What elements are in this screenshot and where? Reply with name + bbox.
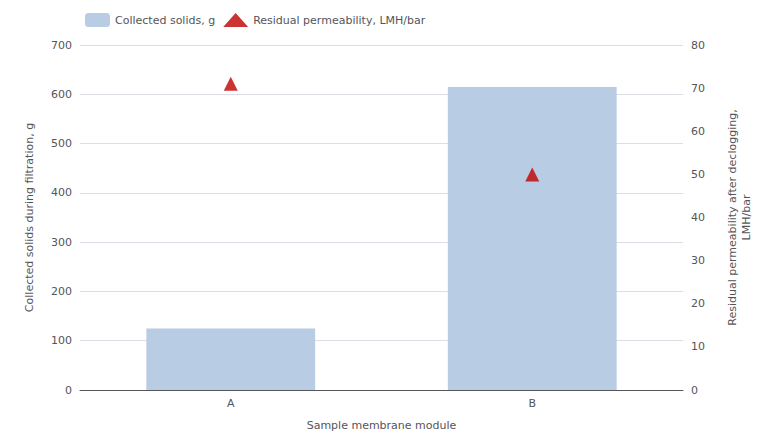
svg-text:Residual permeability after de: Residual permeability after declogging, xyxy=(726,109,739,325)
svg-text:20: 20 xyxy=(691,297,705,310)
svg-text:Collected solids during filtra: Collected solids during filtration, g xyxy=(23,123,36,312)
svg-text:Collected solids, g: Collected solids, g xyxy=(115,14,215,27)
svg-text:60: 60 xyxy=(691,125,705,138)
svg-text:Residual permeability, LMH/bar: Residual permeability, LMH/bar xyxy=(253,14,426,27)
svg-text:0: 0 xyxy=(65,384,72,397)
svg-text:B: B xyxy=(528,397,536,410)
svg-text:40: 40 xyxy=(691,211,705,224)
svg-text:600: 600 xyxy=(51,88,72,101)
svg-text:200: 200 xyxy=(51,285,72,298)
svg-text:70: 70 xyxy=(691,82,705,95)
svg-text:50: 50 xyxy=(691,168,705,181)
svg-text:0: 0 xyxy=(691,384,698,397)
svg-text:700: 700 xyxy=(51,39,72,52)
svg-text:400: 400 xyxy=(51,186,72,199)
svg-text:10: 10 xyxy=(691,340,705,353)
svg-text:80: 80 xyxy=(691,39,705,52)
svg-text:30: 30 xyxy=(691,254,705,267)
svg-text:LMH/bar: LMH/bar xyxy=(740,194,753,240)
svg-text:300: 300 xyxy=(51,236,72,249)
svg-text:500: 500 xyxy=(51,137,72,150)
svg-text:Sample membrane module: Sample membrane module xyxy=(307,419,457,432)
svg-text:A: A xyxy=(227,397,235,410)
svg-text:100: 100 xyxy=(51,334,72,347)
